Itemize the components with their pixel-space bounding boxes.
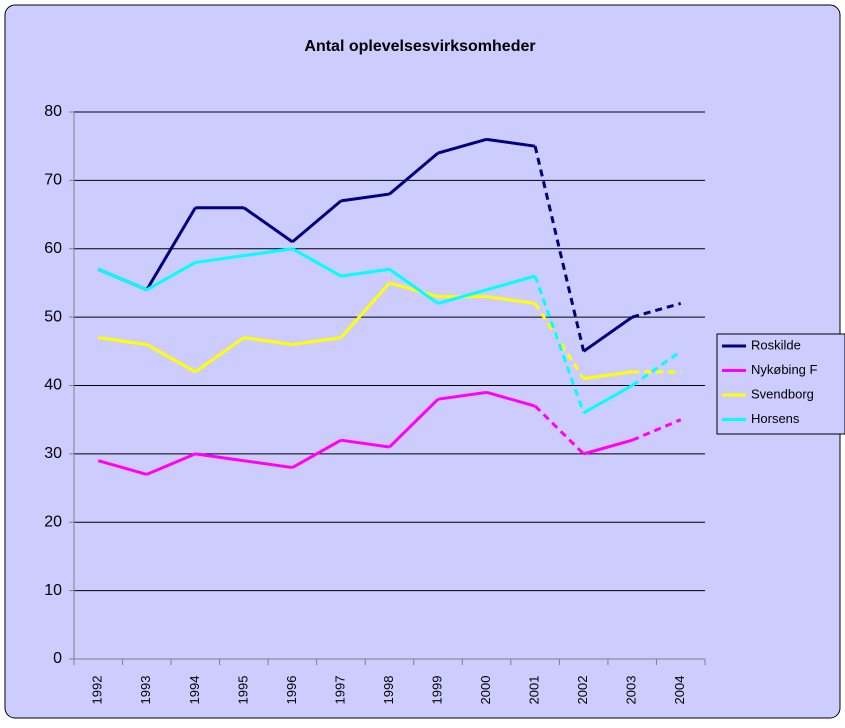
series-segment xyxy=(437,137,487,155)
x-tick-label: 2002 xyxy=(575,676,590,705)
x-tick-label: 2004 xyxy=(672,676,687,705)
x-tick-label: 2001 xyxy=(527,676,542,705)
x-tick-label: 1996 xyxy=(284,676,299,705)
series-segment xyxy=(486,390,536,408)
series-segment xyxy=(533,302,585,380)
y-tick-label: 80 xyxy=(44,103,62,120)
series-segment xyxy=(582,384,633,415)
series-segment xyxy=(582,315,634,353)
x-tick-label: 1993 xyxy=(138,676,153,705)
y-tick-label: 0 xyxy=(53,650,62,667)
series-segment xyxy=(388,268,439,305)
series-segment xyxy=(583,438,633,456)
chart-title: Antal oplevelsesvirksomheder xyxy=(304,38,535,55)
x-tick-label: 2000 xyxy=(478,676,493,705)
series-segment xyxy=(339,281,391,339)
series-segment xyxy=(631,302,682,319)
y-tick-label: 70 xyxy=(44,172,62,189)
x-tick-label: 1997 xyxy=(332,676,347,705)
y-tick-label: 60 xyxy=(44,240,62,257)
x-tick-label: 1994 xyxy=(187,676,202,705)
y-tick-label: 30 xyxy=(44,445,62,462)
series-segment xyxy=(195,254,245,264)
series-segment xyxy=(583,370,633,381)
series-segment xyxy=(486,295,536,305)
series-segment xyxy=(195,452,245,463)
series-segment xyxy=(243,206,294,244)
legend-label: Nykøbing F xyxy=(751,362,818,377)
series-segment xyxy=(486,137,536,148)
x-tick-label: 2003 xyxy=(624,676,639,705)
series-segment xyxy=(194,336,245,374)
series-segment xyxy=(291,247,342,278)
series-segment xyxy=(388,398,440,449)
series-segment xyxy=(389,281,439,299)
series-segment xyxy=(291,438,342,469)
series-segment xyxy=(631,418,682,442)
series-segment xyxy=(340,267,390,278)
series-segment xyxy=(388,151,440,196)
series-segment xyxy=(243,336,293,346)
series-segment xyxy=(98,336,148,346)
series-segment xyxy=(437,288,487,305)
series-segment xyxy=(437,390,487,401)
legend-box xyxy=(716,333,845,435)
legend-label: Roskilde xyxy=(751,337,801,352)
series-segment xyxy=(533,275,586,414)
series-segment xyxy=(243,247,293,258)
x-tick-label: 1999 xyxy=(429,676,444,705)
series-segment xyxy=(486,274,536,292)
series-segment xyxy=(631,350,682,387)
series-segment xyxy=(145,206,197,291)
legend-label: Svendborg xyxy=(751,386,814,401)
x-tick-label: 1998 xyxy=(381,676,396,705)
x-tick-label: 1992 xyxy=(90,676,105,705)
y-tick-label: 20 xyxy=(44,513,62,530)
y-tick-label: 40 xyxy=(44,377,62,394)
series-segment xyxy=(97,459,148,476)
y-tick-label: 50 xyxy=(44,308,62,325)
series-segment xyxy=(146,261,197,292)
legend-label: Horsens xyxy=(751,411,800,426)
series-segment xyxy=(146,452,196,476)
series-segment xyxy=(97,267,148,292)
series-segment xyxy=(146,343,197,374)
x-tick-label: 1995 xyxy=(235,676,250,705)
series-segment xyxy=(291,199,342,244)
series-segment xyxy=(340,438,390,449)
series-segment xyxy=(292,336,342,346)
y-tick-label: 10 xyxy=(44,582,62,599)
series-segment xyxy=(340,192,390,203)
series-segment xyxy=(243,459,293,470)
